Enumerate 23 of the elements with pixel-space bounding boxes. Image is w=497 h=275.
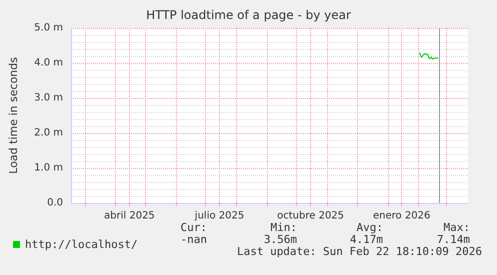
text: 7.14m bbox=[436, 233, 470, 246]
chart-title: HTTP loadtime of a page - by year bbox=[146, 8, 351, 22]
text: 3.56m bbox=[264, 233, 298, 246]
y-tick-label: 0.0 bbox=[47, 198, 63, 208]
x-tick-label: julio 2025 bbox=[194, 210, 244, 222]
text: Avg: bbox=[356, 221, 383, 234]
x-tick-label: enero 2026 bbox=[373, 210, 430, 222]
line-series bbox=[418, 52, 439, 60]
text: Min: bbox=[270, 221, 297, 234]
x-tick-label: abril 2025 bbox=[104, 210, 155, 222]
legend-label: http://localhost/ bbox=[25, 238, 138, 251]
y-tick-label: 2.0 m bbox=[34, 128, 63, 138]
text: Max: bbox=[444, 221, 470, 234]
y-tick-label: 3.0 m bbox=[34, 92, 63, 104]
y-tick-label: 1.0 m bbox=[34, 162, 63, 174]
y-tick-label: 4.0 m bbox=[34, 58, 63, 68]
y-tick-label: 5.0 m bbox=[34, 22, 63, 34]
text: Last update: Sun Feb 22 18:10:09 2026 bbox=[236, 245, 482, 258]
x-tick-label: octubre 2025 bbox=[277, 210, 344, 222]
text: Cur: bbox=[180, 221, 207, 234]
text: 4.17m bbox=[350, 233, 384, 246]
text: -nan bbox=[180, 233, 207, 246]
y-axis-title: Load time in seconds bbox=[7, 56, 20, 174]
